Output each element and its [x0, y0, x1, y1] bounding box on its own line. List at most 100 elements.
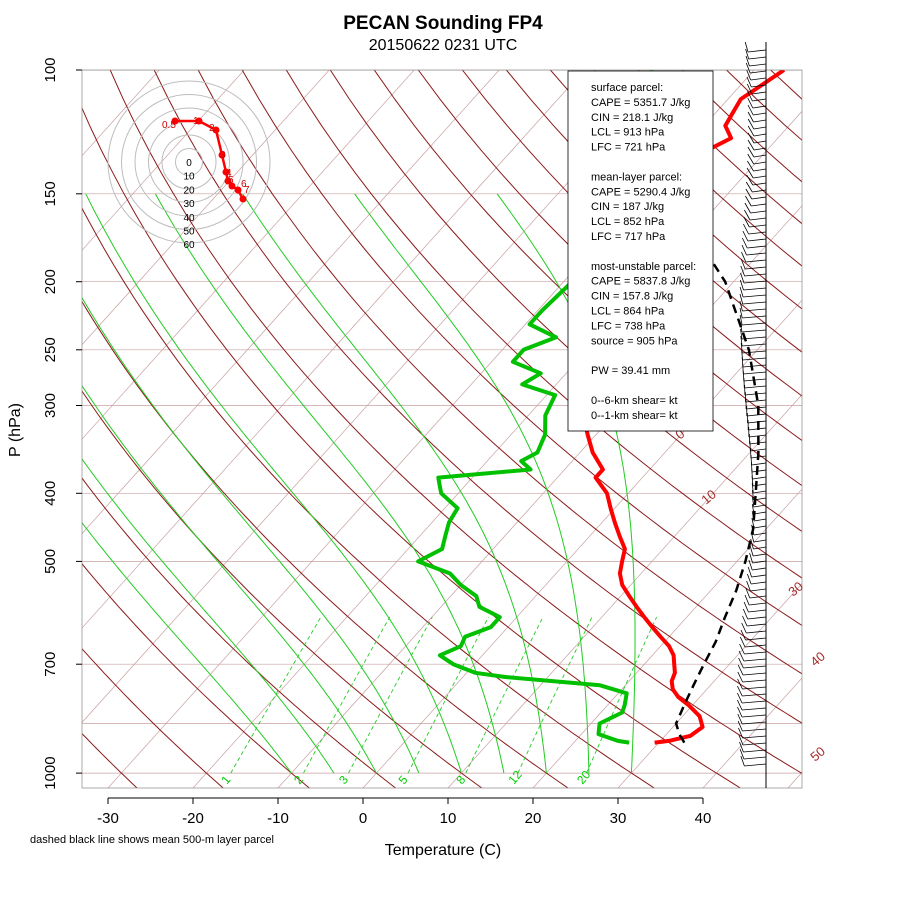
isotherm-line — [82, 70, 670, 723]
hodograph-height-label: 1 — [193, 116, 199, 127]
wind-barb-flag — [745, 55, 750, 67]
wind-barb-flag — [745, 188, 753, 200]
hodograph: 0 10 20 30 40 50 60 0.5 12 345 67 — [107, 80, 271, 251]
dewpoint-profile — [416, 70, 654, 745]
hodograph-ring-label: 60 — [183, 240, 195, 251]
wind-barb-flag — [737, 699, 743, 711]
x-tick-label: -10 — [267, 810, 289, 827]
info-line: 0--1-km shear= kt — [591, 410, 678, 422]
isotherm-line — [82, 70, 330, 346]
wind-barb — [751, 581, 767, 585]
info-line: CIN = 218.1 J/kg — [591, 112, 673, 124]
wind-barb — [753, 546, 767, 550]
wind-barb-flag — [747, 146, 755, 158]
moist-adiabat — [82, 458, 335, 774]
isotherm-line — [192, 110, 802, 788]
wind-barb-flag — [749, 552, 753, 564]
x-tick-label: -30 — [97, 810, 119, 827]
wind-barb-flag — [743, 216, 750, 228]
info-line: CIN = 187 J/kg — [591, 201, 664, 213]
wind-barb-flag — [746, 174, 754, 186]
hodograph-height-label: 3 — [220, 150, 226, 161]
wind-barb-flag — [740, 328, 743, 340]
wind-barb-flag — [740, 265, 745, 277]
wind-barb-flag — [740, 272, 745, 284]
wind-barb — [752, 560, 767, 564]
wind-barb-flag — [739, 300, 743, 312]
wind-barb-flag — [737, 664, 744, 676]
wind-barb-flag — [743, 601, 749, 613]
wind-barb — [742, 735, 767, 739]
info-line: CAPE = 5351.7 J/kg — [591, 97, 690, 109]
info-line: LCL = 864 hPa — [591, 306, 665, 318]
isotherm-line — [82, 70, 415, 440]
hodograph-point — [228, 182, 236, 190]
wind-barb-flag — [739, 279, 744, 291]
plot-frame — [81, 69, 803, 789]
wind-barb-flag — [737, 713, 743, 725]
wind-barb — [748, 56, 767, 60]
wind-barb-flag — [750, 531, 755, 543]
y-tick-label: 200 — [42, 269, 59, 294]
dry-adiabat-label: 10 — [698, 487, 719, 508]
hodograph-point — [171, 117, 179, 125]
wind-barb-flag — [738, 727, 743, 739]
mixing-ratio-line — [407, 616, 489, 774]
wind-barb-flag — [738, 650, 745, 662]
wind-barb — [749, 217, 767, 221]
wind-barb — [753, 112, 767, 116]
wind-barb — [743, 280, 767, 284]
wind-barb — [742, 357, 767, 361]
wind-barb-flag — [737, 720, 743, 732]
wind-barb — [753, 511, 767, 515]
hodograph-point — [218, 151, 226, 159]
moist-adiabat — [154, 193, 505, 774]
wind-barb — [750, 448, 767, 452]
wind-barb-flag — [746, 69, 752, 81]
y-tick-label: 150 — [42, 181, 59, 206]
dry-adiabat — [82, 648, 224, 788]
wind-barb — [750, 455, 767, 459]
wind-barb-flag — [747, 573, 752, 585]
mixing-ratio-label: 8 — [453, 773, 468, 787]
info-line: CIN = 157.8 J/kg — [591, 291, 673, 303]
hodograph-height-label: 0.5 — [162, 120, 176, 131]
wind-barb — [741, 336, 767, 340]
wind-barb-flag — [744, 209, 751, 221]
hodograph-ring — [121, 94, 257, 230]
hodograph-ring — [175, 148, 203, 176]
wind-barb — [751, 574, 767, 578]
x-tick-label: 30 — [610, 810, 627, 827]
wind-barb-flag — [745, 195, 752, 207]
wind-barb-flag — [745, 181, 753, 193]
wind-barb — [743, 294, 767, 298]
wind-barb — [743, 378, 767, 382]
moist-adiabat — [354, 193, 590, 774]
wind-barb — [742, 322, 767, 326]
wind-barb-flag — [738, 734, 744, 746]
wind-barb-flag — [739, 741, 744, 753]
wind-barb-flag — [739, 748, 745, 760]
wind-barb — [753, 154, 767, 158]
mixing-ratio-label: 2 — [291, 773, 306, 787]
wind-barb — [742, 679, 767, 683]
wind-barb-flag — [747, 160, 754, 172]
wind-barb — [751, 84, 767, 88]
mixing-ratio-label: 3 — [336, 773, 351, 787]
hodograph-ring-label: 10 — [183, 172, 195, 183]
wind-barb — [741, 707, 767, 711]
wind-barb — [753, 553, 767, 557]
wind-barb — [748, 427, 767, 431]
wind-barb — [753, 161, 767, 165]
mixing-ratio-label: 12 — [505, 767, 525, 786]
wind-barb-flag — [747, 153, 755, 165]
wind-barb-flag — [745, 62, 751, 74]
wind-barb-flag — [746, 580, 751, 592]
hodograph-point — [212, 126, 220, 134]
x-tick-label: 20 — [525, 810, 542, 827]
wind-barb-flag — [737, 692, 743, 704]
isotherm-line — [82, 70, 585, 629]
wind-barb — [747, 49, 767, 53]
chart-title: PECAN Sounding FP4 — [343, 13, 543, 34]
hodograph-height-label: 5 — [228, 175, 234, 186]
